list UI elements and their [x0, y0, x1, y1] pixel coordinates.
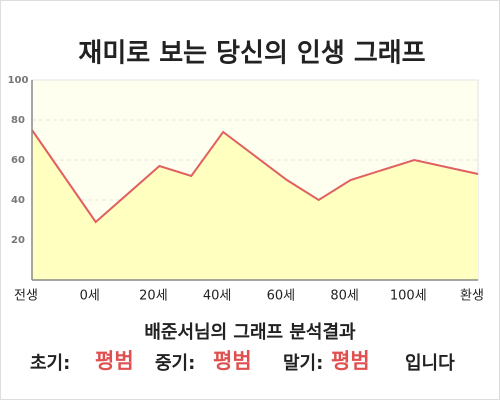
y-tick-label: 80	[11, 115, 25, 126]
ending: 입니다	[405, 352, 455, 374]
early-label: 초기:	[30, 353, 70, 374]
x-tick-label: 40세	[203, 289, 232, 304]
x-tick-label: 전생	[14, 289, 38, 304]
x-tick-label: 0세	[80, 289, 100, 304]
result-heading: 배준서님의 그래프 분석결과	[144, 322, 356, 343]
x-tick-label: 80세	[330, 289, 359, 304]
x-tick-label: 20세	[139, 289, 168, 304]
y-tick-label: 60	[11, 155, 25, 166]
y-tick-label: 40	[11, 195, 25, 206]
late-label: 말기:	[283, 353, 323, 374]
middle-result: 평범	[213, 349, 252, 373]
x-tick-label: 100세	[390, 289, 427, 304]
y-tick-label: 20	[11, 235, 25, 246]
middle-label: 중기:	[155, 353, 195, 374]
chart-title: 재미로 보는 당신의 인생 그래프	[78, 39, 425, 69]
late-result: 평범	[331, 349, 370, 373]
early-result: 평범	[95, 349, 134, 373]
y-tick-label: 100	[8, 75, 29, 86]
area-fill	[32, 130, 478, 280]
area-line	[31, 129, 479, 224]
plot: 20 40 60 80 100 전생 0세 20세 40세 60세 80세 100세 환생	[8, 75, 484, 304]
x-tick-label: 환생	[460, 289, 484, 304]
x-tick-label: 60세	[267, 289, 296, 304]
